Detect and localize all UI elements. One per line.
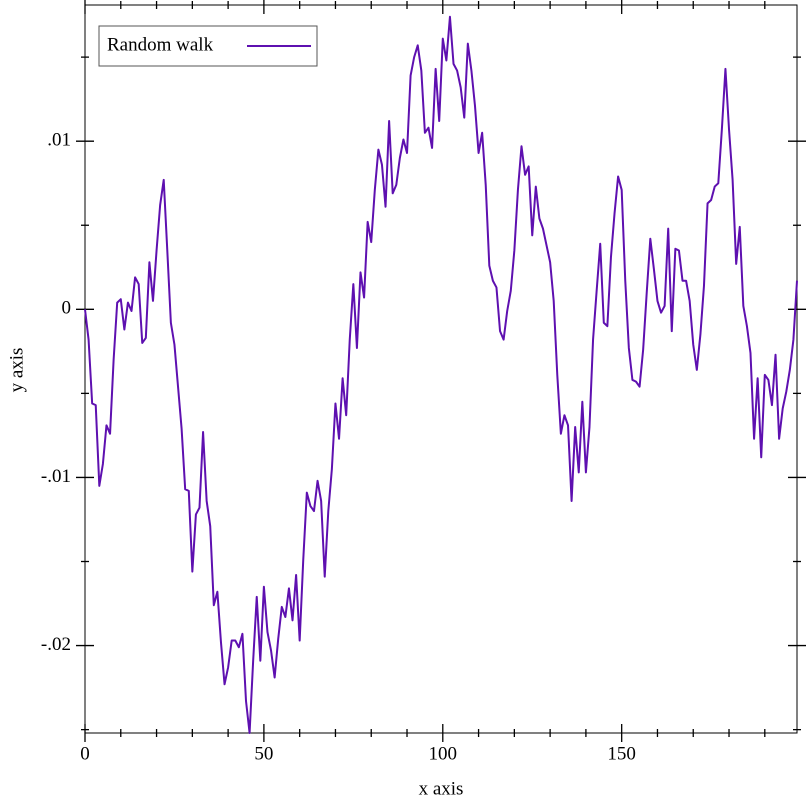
x-tick-label: 150 (607, 743, 636, 764)
legend-label: Random walk (107, 34, 214, 55)
y-axis-label: y axis (6, 348, 27, 393)
y-tick-label: .01 (47, 130, 71, 151)
y-tick-label: -.01 (41, 466, 71, 487)
y-tick-label: -.02 (41, 634, 71, 655)
x-tick-label: 100 (429, 743, 458, 764)
x-tick-label: 50 (254, 743, 273, 764)
x-tick-label: 0 (80, 743, 90, 764)
x-axis-label: x axis (419, 778, 464, 799)
y-tick-label: 0 (62, 298, 72, 319)
plot-frame (84, 4, 798, 734)
line-series (84, 15, 798, 734)
